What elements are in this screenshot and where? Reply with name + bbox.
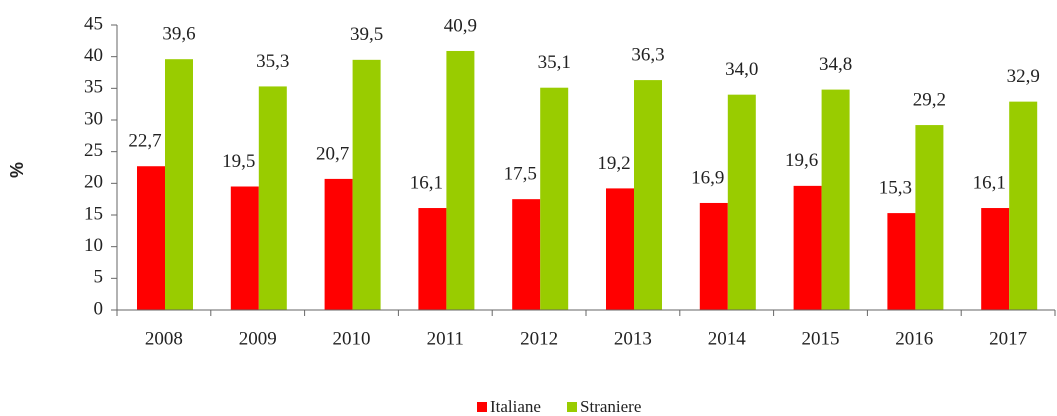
data-label: 19,6: [785, 150, 818, 171]
bar: [258, 86, 287, 310]
data-label: 15,3: [879, 177, 912, 198]
data-label: 17,5: [504, 164, 537, 185]
bar: [793, 185, 822, 310]
y-tick-label: 5: [94, 267, 104, 288]
data-label: 20,7: [316, 143, 349, 164]
y-tick-label: 20: [84, 172, 103, 193]
legend-label: Straniere: [580, 397, 641, 416]
data-label: 39,5: [350, 24, 383, 45]
y-tick-label: 40: [84, 45, 103, 66]
bar: [540, 87, 569, 310]
x-tick-label: 2012: [520, 328, 558, 349]
bar: [821, 89, 850, 310]
y-tick-label: 15: [84, 203, 103, 224]
bar: [446, 50, 475, 310]
data-label: 40,9: [444, 15, 477, 36]
x-tick-label: 2010: [333, 328, 371, 349]
bar: [699, 202, 728, 310]
x-tick-label: 2016: [895, 328, 933, 349]
data-label: 36,3: [631, 44, 664, 65]
legend-label: Italiane: [490, 397, 541, 416]
bar: [887, 213, 916, 310]
bar: [727, 94, 756, 311]
legend-swatch: [567, 402, 577, 412]
x-tick-label: 2015: [802, 328, 840, 349]
bar: [1009, 101, 1038, 310]
bar: [634, 80, 662, 310]
bar: [981, 208, 1010, 310]
bar: [512, 199, 541, 310]
x-tick-label: 2008: [145, 328, 183, 349]
bar: [915, 125, 944, 310]
bar: [606, 188, 634, 310]
bar: [324, 178, 353, 310]
bar: [230, 186, 259, 310]
data-label: 35,1: [538, 52, 571, 73]
y-tick-label: 35: [84, 77, 103, 98]
data-label: 32,9: [1007, 66, 1040, 87]
data-label: 16,9: [691, 167, 724, 188]
data-label: 16,1: [973, 172, 1006, 193]
y-tick-label: 0: [94, 298, 104, 319]
y-tick-label: 25: [84, 140, 103, 161]
x-tick-label: 2009: [239, 328, 277, 349]
data-label: 19,2: [597, 153, 630, 174]
y-tick-label: 10: [84, 235, 103, 256]
x-tick-label: 2011: [427, 328, 464, 349]
x-tick-label: 2014: [708, 328, 747, 349]
legend-swatch: [477, 402, 487, 412]
bar: [418, 208, 447, 310]
data-label: 22,7: [128, 131, 161, 152]
bar: [165, 59, 193, 311]
x-tick-label: 2013: [614, 328, 652, 349]
y-tick-label: 45: [84, 13, 103, 34]
data-label: 39,6: [162, 24, 195, 45]
data-label: 34,8: [819, 54, 852, 75]
y-tick-label: 30: [84, 108, 103, 129]
data-label: 29,2: [913, 89, 946, 110]
bar: [352, 59, 381, 311]
data-label: 16,1: [410, 172, 443, 193]
data-label: 34,0: [725, 59, 758, 80]
data-label: 19,5: [222, 151, 255, 172]
bar: [137, 166, 165, 310]
y-axis-label: %: [7, 162, 27, 178]
data-label: 35,3: [256, 51, 289, 72]
x-tick-label: 2017: [989, 328, 1027, 349]
